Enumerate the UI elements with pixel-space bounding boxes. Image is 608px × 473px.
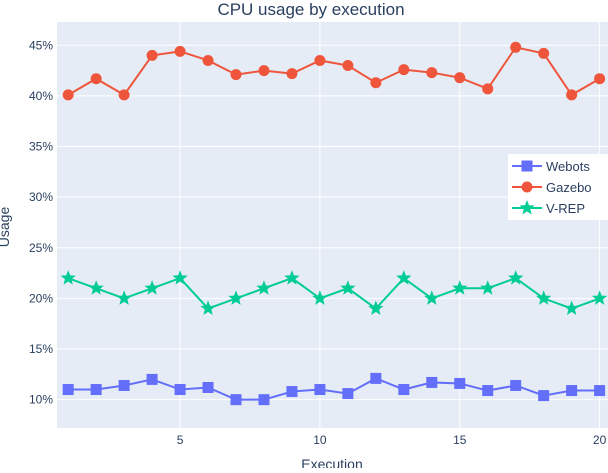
data-point-gazebo (90, 73, 102, 85)
data-point-gazebo (146, 49, 158, 61)
data-point-webots (258, 394, 270, 406)
data-point-v-rep (480, 280, 496, 295)
data-point-v-rep (564, 300, 580, 315)
grid (57, 22, 608, 428)
legend-marker (521, 160, 533, 172)
data-point-gazebo (370, 77, 382, 89)
data-point-v-rep (144, 280, 160, 295)
legend-item-gazebo[interactable]: Gazebo (512, 180, 592, 195)
legend-item-v-rep[interactable]: V-REP (512, 200, 585, 216)
data-point-v-rep (88, 280, 104, 295)
y-tick-label: 20% (29, 291, 53, 305)
data-point-gazebo (62, 89, 74, 101)
legend-item-webots[interactable]: Webots (512, 159, 590, 174)
legend: Webots Gazebo V-REP (508, 154, 608, 220)
plot-background (57, 22, 608, 428)
tick-labels: 10% 15% 20% 25% 30% 35% 40% 45% 5 10 15 20 (29, 38, 607, 447)
data-point-v-rep (452, 280, 468, 295)
data-point-webots (202, 382, 214, 394)
data-point-v-rep (228, 290, 244, 305)
data-point-v-rep (256, 280, 272, 295)
data-point-v-rep (200, 300, 216, 315)
data-point-webots (482, 385, 494, 397)
legend-label: Webots (546, 159, 590, 174)
legend-label: V-REP (546, 201, 585, 216)
series-webots (62, 372, 606, 406)
data-point-gazebo (454, 72, 466, 84)
data-point-gazebo (174, 45, 186, 57)
x-tick-label: 5 (177, 433, 184, 447)
data-point-v-rep (172, 270, 188, 285)
data-point-gazebo (510, 41, 522, 53)
x-tick-label: 10 (313, 433, 327, 447)
data-point-gazebo (286, 68, 298, 80)
data-point-v-rep (116, 290, 132, 305)
data-point-webots (118, 379, 130, 391)
data-point-v-rep (368, 300, 384, 315)
y-tick-label: 35% (29, 140, 53, 154)
legend-marker (519, 200, 535, 215)
data-point-webots (538, 390, 550, 402)
data-point-webots (146, 373, 158, 385)
data-point-webots (510, 379, 522, 391)
y-tick-label: 30% (29, 190, 53, 204)
data-point-gazebo (258, 65, 270, 77)
data-point-gazebo (314, 54, 326, 66)
legend-marker (521, 181, 533, 193)
data-point-webots (342, 388, 354, 400)
data-point-webots (62, 384, 74, 396)
data-point-v-rep (312, 290, 328, 305)
series-v-rep (60, 270, 608, 315)
data-point-gazebo (594, 73, 606, 85)
data-point-v-rep (396, 270, 412, 285)
y-axis-label: Usage (0, 207, 12, 248)
data-point-gazebo (566, 89, 578, 101)
data-point-gazebo (426, 67, 438, 79)
data-point-webots (454, 377, 466, 389)
data-point-gazebo (398, 64, 410, 76)
x-axis-label: Execution (301, 456, 362, 468)
data-point-webots (286, 386, 298, 398)
data-point-webots (90, 384, 102, 396)
data-point-webots (426, 376, 438, 388)
data-point-webots (174, 384, 186, 396)
data-point-v-rep (592, 290, 608, 305)
data-point-gazebo (538, 47, 550, 59)
y-tick-label: 40% (29, 89, 53, 103)
data-point-webots (594, 385, 606, 397)
chart-title: CPU usage by execution (217, 0, 404, 19)
data-point-gazebo (230, 69, 242, 81)
data-point-gazebo (118, 89, 130, 101)
data-point-webots (314, 384, 326, 396)
legend-label: Gazebo (546, 180, 592, 195)
data-point-webots (398, 384, 410, 396)
data-point-webots (230, 394, 242, 406)
series-layer (60, 41, 608, 406)
y-tick-label: 15% (29, 342, 53, 356)
data-point-gazebo (342, 60, 354, 72)
data-point-gazebo (482, 83, 494, 95)
data-point-v-rep (60, 270, 76, 285)
y-tick-label: 25% (29, 241, 53, 255)
data-point-v-rep (284, 270, 300, 285)
data-point-gazebo (202, 54, 214, 66)
data-point-v-rep (424, 290, 440, 305)
x-tick-label: 15 (453, 433, 467, 447)
data-point-webots (370, 372, 382, 384)
series-gazebo (62, 41, 606, 101)
x-tick-label: 20 (593, 433, 607, 447)
data-point-webots (566, 385, 578, 397)
y-tick-label: 45% (29, 38, 53, 52)
data-point-v-rep (536, 290, 552, 305)
data-point-v-rep (508, 270, 524, 285)
y-tick-label: 10% (29, 393, 53, 407)
data-point-v-rep (340, 280, 356, 295)
